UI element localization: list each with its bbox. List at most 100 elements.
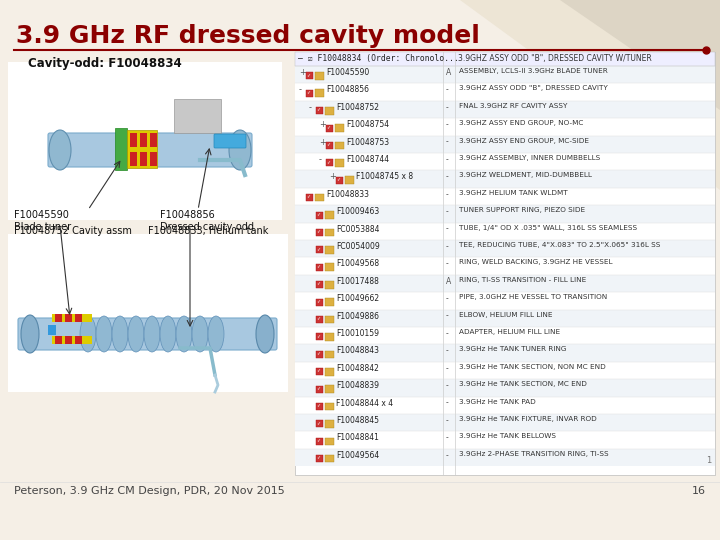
Text: -: - [319,155,322,164]
FancyBboxPatch shape [325,211,334,219]
Text: F10010159: F10010159 [336,329,379,338]
FancyBboxPatch shape [325,386,334,393]
Text: ASSEMBLY, LCLS-II 3.9GHz BLADE TUNER: ASSEMBLY, LCLS-II 3.9GHz BLADE TUNER [459,68,608,74]
Bar [295,188,715,205]
Text: ✓: ✓ [317,107,320,112]
Text: 3.9GHz He TANK FIXTURE, INVAR ROD: 3.9GHz He TANK FIXTURE, INVAR ROD [459,416,597,422]
Text: 3.9GHz He TANK SECTION, MC END: 3.9GHz He TANK SECTION, MC END [459,381,587,387]
Text: +: + [319,138,326,146]
Text: 3.9GHZ ASSY ODD "B", DRESSED CAVITY W/TUNER: 3.9GHZ ASSY ODD "B", DRESSED CAVITY W/TU… [458,53,652,63]
Ellipse shape [256,315,274,353]
FancyBboxPatch shape [315,90,324,97]
Ellipse shape [128,316,144,352]
Bar [295,362,715,379]
Text: FNAL 3.9GHZ RF CAVITY ASSY: FNAL 3.9GHZ RF CAVITY ASSY [459,103,567,109]
FancyBboxPatch shape [325,455,334,462]
Bar [75,336,82,344]
Bar [295,101,715,118]
Text: TEE, REDUCING TUBE, 4"X.083" TO 2.5"X.065" 316L SS: TEE, REDUCING TUBE, 4"X.083" TO 2.5"X.06… [459,242,660,248]
Text: +: + [319,120,326,129]
Text: F10048844 x 4: F10048844 x 4 [336,399,393,408]
Text: F10049568: F10049568 [336,259,379,268]
Bar [295,240,715,258]
Text: ✓: ✓ [317,246,320,251]
Text: F10049564: F10049564 [336,451,379,460]
Bar [8,234,288,392]
Bar [295,345,715,362]
Bar [316,299,323,306]
Bar [316,333,323,340]
Text: ✓: ✓ [317,350,320,355]
Bar [295,83,715,101]
Text: F10048856
Dressed cavity-odd: F10048856 Dressed cavity-odd [160,210,254,232]
Text: F10048833: F10048833 [326,190,369,199]
Bar [55,314,62,322]
Text: Cavity-odd: F10048834: Cavity-odd: F10048834 [28,57,181,70]
Text: -: - [446,103,449,112]
Bar [65,336,72,344]
Text: ✓: ✓ [317,281,320,286]
Text: -: - [446,259,449,268]
FancyBboxPatch shape [325,420,334,428]
Text: -: - [446,207,449,216]
Bar [295,275,715,292]
Text: F10048842: F10048842 [336,364,379,373]
Text: ✓: ✓ [307,89,310,94]
Text: F10049662: F10049662 [336,294,379,303]
Text: F10048856: F10048856 [326,85,369,94]
FancyBboxPatch shape [325,229,334,237]
Bar [55,336,62,344]
Bar [140,133,147,147]
FancyBboxPatch shape [325,403,334,410]
Bar [295,258,715,275]
Bar [52,314,92,322]
Bar [295,52,715,475]
Text: 3.9GHZ ASSY END GROUP, MC-SIDE: 3.9GHZ ASSY END GROUP, MC-SIDE [459,138,589,144]
FancyBboxPatch shape [325,333,334,341]
Bar [295,153,715,171]
Text: – ☑ F10048834 (Order: Chronolo...: – ☑ F10048834 (Order: Chronolo... [298,53,459,63]
Ellipse shape [192,316,208,352]
Bar [316,368,323,375]
Text: -: - [299,85,302,94]
Text: -: - [309,103,312,112]
Text: 3.9GHZ HELIUM TANK WLDMT: 3.9GHZ HELIUM TANK WLDMT [459,190,567,196]
Text: -: - [446,312,449,321]
Bar [150,152,157,166]
Bar [127,130,157,168]
Bar [306,194,313,201]
Text: ✓: ✓ [336,176,341,181]
FancyBboxPatch shape [335,141,344,149]
Bar [115,128,127,170]
Text: ✓: ✓ [317,298,320,303]
Ellipse shape [21,315,39,353]
FancyBboxPatch shape [325,316,334,323]
Text: ✓: ✓ [307,194,310,199]
Bar [295,292,715,309]
Text: ✓: ✓ [317,385,320,390]
Text: F10017488: F10017488 [336,277,379,286]
Text: 3.9 GHz RF dressed cavity model: 3.9 GHz RF dressed cavity model [16,24,480,48]
Bar [295,136,715,153]
Bar [295,396,715,414]
FancyBboxPatch shape [18,318,277,350]
Text: F10049886: F10049886 [336,312,379,321]
Polygon shape [560,0,720,110]
Text: -: - [446,364,449,373]
Bar [130,133,137,147]
Bar [316,386,323,393]
FancyBboxPatch shape [325,298,334,306]
Ellipse shape [229,130,251,170]
Bar [316,455,323,462]
Text: RING, TI-SS TRANSITION - FILL LINE: RING, TI-SS TRANSITION - FILL LINE [459,277,586,283]
Text: F10048839: F10048839 [336,381,379,390]
Text: FC0054009: FC0054009 [336,242,379,251]
Bar [8,62,282,220]
FancyBboxPatch shape [325,107,334,114]
Bar [295,222,715,240]
Text: 3.9GHZ ASSY ODD "B", DRESSED CAVITY: 3.9GHZ ASSY ODD "B", DRESSED CAVITY [459,85,608,91]
Bar [295,379,715,396]
Bar [316,264,323,271]
FancyBboxPatch shape [325,281,334,288]
Ellipse shape [49,130,71,170]
